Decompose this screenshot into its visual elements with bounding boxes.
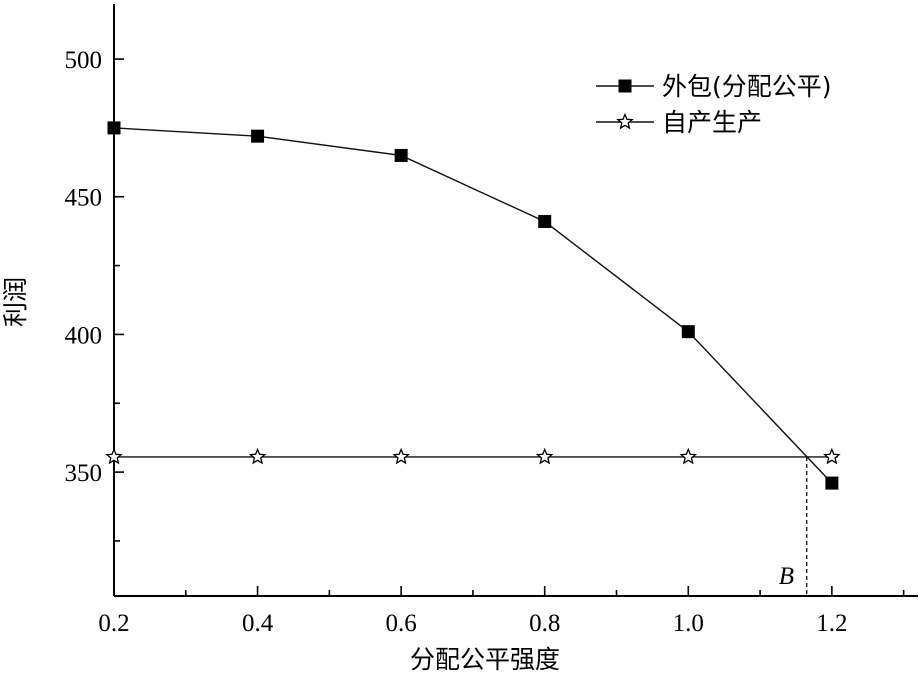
legend-label-0: 外包(分配公平) — [662, 72, 832, 101]
legend-label-1: 自产生产 — [662, 108, 762, 137]
x-tick-label: 0.8 — [529, 610, 560, 637]
y-tick-label: 400 — [65, 322, 103, 349]
data-point-square — [107, 121, 121, 135]
annotations: B — [779, 456, 808, 596]
y-tick-label: 350 — [65, 460, 103, 487]
y-tick-label: 500 — [65, 47, 103, 74]
data-point-star — [535, 447, 554, 465]
y-tick-label: 450 — [65, 185, 103, 212]
data-point-star — [105, 447, 123, 465]
data-point-square — [394, 148, 408, 162]
intersection-label: B — [779, 563, 794, 590]
legend-marker-0 — [618, 79, 632, 93]
series-line-0 — [113, 127, 833, 484]
data-point-star — [248, 447, 267, 465]
axes — [113, 4, 918, 597]
series-group — [105, 121, 841, 490]
data-point-star — [679, 447, 698, 465]
x-tick-label: 0.4 — [242, 610, 274, 637]
x-tick-label: 0.2 — [98, 610, 129, 637]
x-axis-title: 分配公平强度 — [410, 645, 560, 674]
data-point-square — [251, 129, 265, 143]
ticks: 350 400 450 500 0.2 0.4 0.6 0.8 1.0 1.2 — [65, 47, 905, 637]
data-point-square — [825, 476, 839, 490]
data-point-square — [538, 215, 552, 229]
legend: 外包(分配公平) 自产生产 — [596, 72, 832, 137]
data-point-star — [392, 447, 410, 465]
data-point-star — [823, 447, 841, 465]
x-tick-label: 0.6 — [386, 610, 417, 637]
data-point-square — [681, 325, 695, 339]
x-tick-label: 1.0 — [673, 610, 704, 637]
x-tick-label: 1.2 — [816, 610, 847, 637]
legend-marker-1 — [616, 112, 634, 130]
y-axis-title: 利润 — [1, 277, 30, 327]
